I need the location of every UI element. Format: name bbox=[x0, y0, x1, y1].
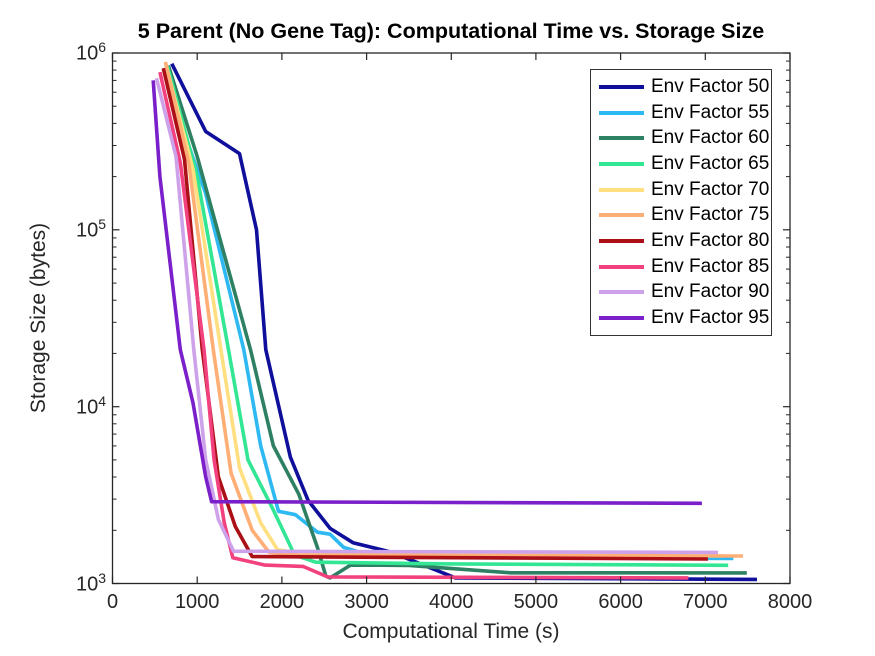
x-tick-label: 0 bbox=[106, 591, 119, 613]
legend-item: Env Factor 70 bbox=[599, 179, 771, 201]
x-tick-label: 7000 bbox=[683, 591, 728, 613]
legend-label: Env Factor 65 bbox=[651, 152, 770, 174]
legend-item: Env Factor 80 bbox=[599, 230, 771, 252]
legend-item: Env Factor 50 bbox=[599, 76, 771, 98]
x-tick-label: 8000 bbox=[767, 591, 813, 613]
legend-item: Env Factor 75 bbox=[599, 204, 771, 226]
legend-item: Env Factor 65 bbox=[599, 153, 771, 175]
y-tick-label: 103 bbox=[75, 569, 106, 596]
legend-label: Env Factor 80 bbox=[651, 229, 770, 251]
legend-label: Env Factor 60 bbox=[651, 127, 770, 149]
y-tick-label: 105 bbox=[75, 215, 106, 242]
legend-line-swatch bbox=[599, 110, 644, 115]
legend-line-swatch bbox=[599, 161, 644, 166]
legend-label: Env Factor 95 bbox=[651, 307, 770, 329]
legend-item: Env Factor 55 bbox=[599, 102, 771, 124]
x-tick-label: 1000 bbox=[174, 591, 220, 613]
x-tick-label: 2000 bbox=[259, 591, 305, 613]
legend-line-swatch bbox=[599, 84, 644, 89]
legend-line-swatch bbox=[599, 238, 644, 243]
x-axis-label: Computational Time (s) bbox=[342, 620, 560, 643]
legend-label: Env Factor 55 bbox=[651, 101, 770, 123]
x-tick-label: 3000 bbox=[344, 591, 389, 613]
series-line-env-factor-90 bbox=[154, 77, 719, 555]
legend-line-swatch bbox=[599, 264, 644, 269]
legend-item: Env Factor 95 bbox=[599, 307, 771, 329]
y-tick-label: 104 bbox=[75, 392, 106, 419]
y-axis-label: Storage Size (bytes) bbox=[27, 222, 50, 414]
x-tick-label: 6000 bbox=[598, 591, 643, 613]
series-line-env-factor-95 bbox=[151, 80, 702, 506]
x-tick-label: 4000 bbox=[429, 591, 474, 613]
legend: Env Factor 50 Env Factor 55 Env Factor 60 E… bbox=[590, 69, 772, 336]
x-tick-label: 5000 bbox=[513, 591, 559, 613]
legend-label: Env Factor 75 bbox=[651, 204, 770, 226]
legend-line-swatch bbox=[599, 187, 644, 192]
legend-line-swatch bbox=[599, 136, 644, 141]
legend-label: Env Factor 70 bbox=[651, 178, 770, 200]
legend-label: Env Factor 85 bbox=[651, 255, 770, 277]
series-line-env-factor-65 bbox=[165, 65, 729, 568]
legend-line-swatch bbox=[599, 213, 644, 218]
legend-item: Env Factor 60 bbox=[599, 127, 771, 149]
legend-item: Env Factor 85 bbox=[599, 256, 771, 278]
legend-line-swatch bbox=[599, 316, 644, 321]
legend-item: Env Factor 90 bbox=[599, 281, 771, 303]
legend-line-swatch bbox=[599, 290, 644, 295]
y-tick-label: 106 bbox=[75, 39, 106, 65]
legend-label: Env Factor 90 bbox=[651, 281, 770, 303]
legend-label: Env Factor 50 bbox=[651, 75, 770, 97]
chart-title: 5 Parent (No Gene Tag): Computational Ti… bbox=[137, 19, 765, 43]
